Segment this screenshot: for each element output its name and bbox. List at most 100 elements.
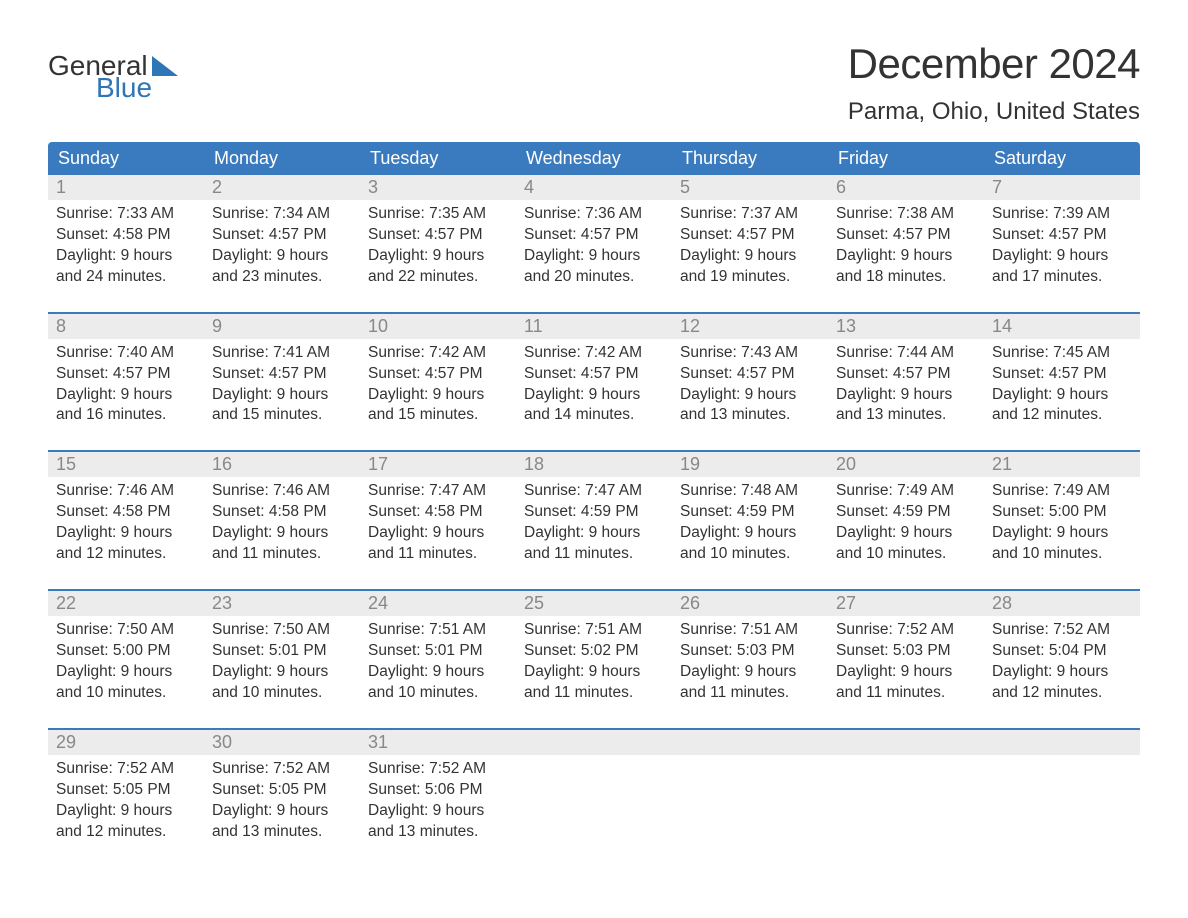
- day-cell: 24Sunrise: 7:51 AMSunset: 5:01 PMDayligh…: [360, 591, 516, 704]
- day-line-d1: Daylight: 9 hours: [212, 385, 352, 406]
- day-line-sunset: Sunset: 4:57 PM: [56, 364, 196, 385]
- day-line-sunrise: Sunrise: 7:39 AM: [992, 204, 1132, 225]
- day-cell: 5Sunrise: 7:37 AMSunset: 4:57 PMDaylight…: [672, 175, 828, 288]
- day-cell: .: [828, 730, 984, 843]
- day-line-d1: Daylight: 9 hours: [212, 801, 352, 822]
- day-line-sunrise: Sunrise: 7:51 AM: [680, 620, 820, 641]
- day-body: Sunrise: 7:37 AMSunset: 4:57 PMDaylight:…: [672, 200, 828, 288]
- day-body: Sunrise: 7:52 AMSunset: 5:03 PMDaylight:…: [828, 616, 984, 704]
- weekday-header: Sunday: [48, 142, 204, 175]
- day-number: .: [984, 730, 1140, 755]
- day-line-d2: and 19 minutes.: [680, 267, 820, 288]
- day-number: 12: [672, 314, 828, 339]
- day-number: 10: [360, 314, 516, 339]
- day-line-sunrise: Sunrise: 7:42 AM: [524, 343, 664, 364]
- day-line-d1: Daylight: 9 hours: [56, 385, 196, 406]
- day-line-sunrise: Sunrise: 7:44 AM: [836, 343, 976, 364]
- day-line-d2: and 11 minutes.: [524, 683, 664, 704]
- day-cell: .: [516, 730, 672, 843]
- day-line-sunrise: Sunrise: 7:52 AM: [368, 759, 508, 780]
- day-line-sunrise: Sunrise: 7:51 AM: [524, 620, 664, 641]
- day-line-sunset: Sunset: 5:06 PM: [368, 780, 508, 801]
- day-number: 11: [516, 314, 672, 339]
- day-line-sunset: Sunset: 4:57 PM: [212, 225, 352, 246]
- day-line-d1: Daylight: 9 hours: [368, 523, 508, 544]
- day-line-sunset: Sunset: 5:01 PM: [368, 641, 508, 662]
- day-cell: 8Sunrise: 7:40 AMSunset: 4:57 PMDaylight…: [48, 314, 204, 427]
- day-line-sunset: Sunset: 4:57 PM: [524, 364, 664, 385]
- day-line-sunset: Sunset: 5:01 PM: [212, 641, 352, 662]
- day-body: Sunrise: 7:33 AMSunset: 4:58 PMDaylight:…: [48, 200, 204, 288]
- day-line-sunrise: Sunrise: 7:52 AM: [836, 620, 976, 641]
- logo-triangle-icon: [152, 56, 178, 76]
- day-line-d2: and 14 minutes.: [524, 405, 664, 426]
- day-cell: 16Sunrise: 7:46 AMSunset: 4:58 PMDayligh…: [204, 452, 360, 565]
- day-line-d1: Daylight: 9 hours: [524, 385, 664, 406]
- day-line-d2: and 11 minutes.: [212, 544, 352, 565]
- day-line-sunset: Sunset: 4:57 PM: [992, 364, 1132, 385]
- day-number: 24: [360, 591, 516, 616]
- weekday-header: Friday: [828, 142, 984, 175]
- day-line-d1: Daylight: 9 hours: [56, 523, 196, 544]
- day-line-d2: and 13 minutes.: [212, 822, 352, 843]
- day-line-sunset: Sunset: 5:02 PM: [524, 641, 664, 662]
- day-number: 15: [48, 452, 204, 477]
- title-block: December 2024 Parma, Ohio, United States: [848, 40, 1140, 138]
- day-body: Sunrise: 7:39 AMSunset: 4:57 PMDaylight:…: [984, 200, 1140, 288]
- day-line-d1: Daylight: 9 hours: [212, 246, 352, 267]
- day-number: 14: [984, 314, 1140, 339]
- day-line-sunrise: Sunrise: 7:35 AM: [368, 204, 508, 225]
- weekday-header-row: SundayMondayTuesdayWednesdayThursdayFrid…: [48, 142, 1140, 175]
- day-line-sunrise: Sunrise: 7:42 AM: [368, 343, 508, 364]
- day-cell: 4Sunrise: 7:36 AMSunset: 4:57 PMDaylight…: [516, 175, 672, 288]
- day-number: 4: [516, 175, 672, 200]
- day-line-d2: and 12 minutes.: [56, 822, 196, 843]
- day-line-d1: Daylight: 9 hours: [992, 246, 1132, 267]
- day-line-sunset: Sunset: 5:03 PM: [680, 641, 820, 662]
- day-line-d1: Daylight: 9 hours: [56, 801, 196, 822]
- day-line-d1: Daylight: 9 hours: [992, 523, 1132, 544]
- day-line-sunset: Sunset: 4:57 PM: [524, 225, 664, 246]
- day-line-d2: and 20 minutes.: [524, 267, 664, 288]
- day-line-d2: and 16 minutes.: [56, 405, 196, 426]
- day-number: 2: [204, 175, 360, 200]
- weekday-header: Monday: [204, 142, 360, 175]
- day-number: .: [828, 730, 984, 755]
- day-cell: 19Sunrise: 7:48 AMSunset: 4:59 PMDayligh…: [672, 452, 828, 565]
- day-number: 1: [48, 175, 204, 200]
- day-body: Sunrise: 7:45 AMSunset: 4:57 PMDaylight:…: [984, 339, 1140, 427]
- day-body: Sunrise: 7:35 AMSunset: 4:57 PMDaylight:…: [360, 200, 516, 288]
- day-line-d1: Daylight: 9 hours: [524, 662, 664, 683]
- page-header: General Blue December 2024 Parma, Ohio, …: [48, 40, 1140, 138]
- day-number: .: [672, 730, 828, 755]
- day-line-d2: and 24 minutes.: [56, 267, 196, 288]
- day-cell: 6Sunrise: 7:38 AMSunset: 4:57 PMDaylight…: [828, 175, 984, 288]
- day-number: 29: [48, 730, 204, 755]
- day-line-d2: and 10 minutes.: [212, 683, 352, 704]
- day-body: Sunrise: 7:50 AMSunset: 5:00 PMDaylight:…: [48, 616, 204, 704]
- day-line-d2: and 11 minutes.: [368, 544, 508, 565]
- day-line-sunrise: Sunrise: 7:50 AM: [212, 620, 352, 641]
- day-body: Sunrise: 7:50 AMSunset: 5:01 PMDaylight:…: [204, 616, 360, 704]
- day-line-d2: and 22 minutes.: [368, 267, 508, 288]
- day-line-d1: Daylight: 9 hours: [680, 246, 820, 267]
- day-number: 7: [984, 175, 1140, 200]
- day-number: 9: [204, 314, 360, 339]
- day-line-sunrise: Sunrise: 7:52 AM: [212, 759, 352, 780]
- day-body: Sunrise: 7:42 AMSunset: 4:57 PMDaylight:…: [360, 339, 516, 427]
- day-line-sunset: Sunset: 4:59 PM: [836, 502, 976, 523]
- day-line-d2: and 12 minutes.: [56, 544, 196, 565]
- day-cell: 31Sunrise: 7:52 AMSunset: 5:06 PMDayligh…: [360, 730, 516, 843]
- day-body: Sunrise: 7:52 AMSunset: 5:06 PMDaylight:…: [360, 755, 516, 843]
- day-line-d2: and 10 minutes.: [56, 683, 196, 704]
- day-line-sunset: Sunset: 4:58 PM: [212, 502, 352, 523]
- day-line-d2: and 13 minutes.: [680, 405, 820, 426]
- day-body: Sunrise: 7:47 AMSunset: 4:58 PMDaylight:…: [360, 477, 516, 565]
- day-line-d2: and 11 minutes.: [680, 683, 820, 704]
- day-line-d1: Daylight: 9 hours: [524, 523, 664, 544]
- day-cell: .: [672, 730, 828, 843]
- day-line-sunset: Sunset: 4:57 PM: [836, 225, 976, 246]
- calendar: SundayMondayTuesdayWednesdayThursdayFrid…: [48, 142, 1140, 842]
- day-line-d2: and 18 minutes.: [836, 267, 976, 288]
- day-line-sunrise: Sunrise: 7:47 AM: [368, 481, 508, 502]
